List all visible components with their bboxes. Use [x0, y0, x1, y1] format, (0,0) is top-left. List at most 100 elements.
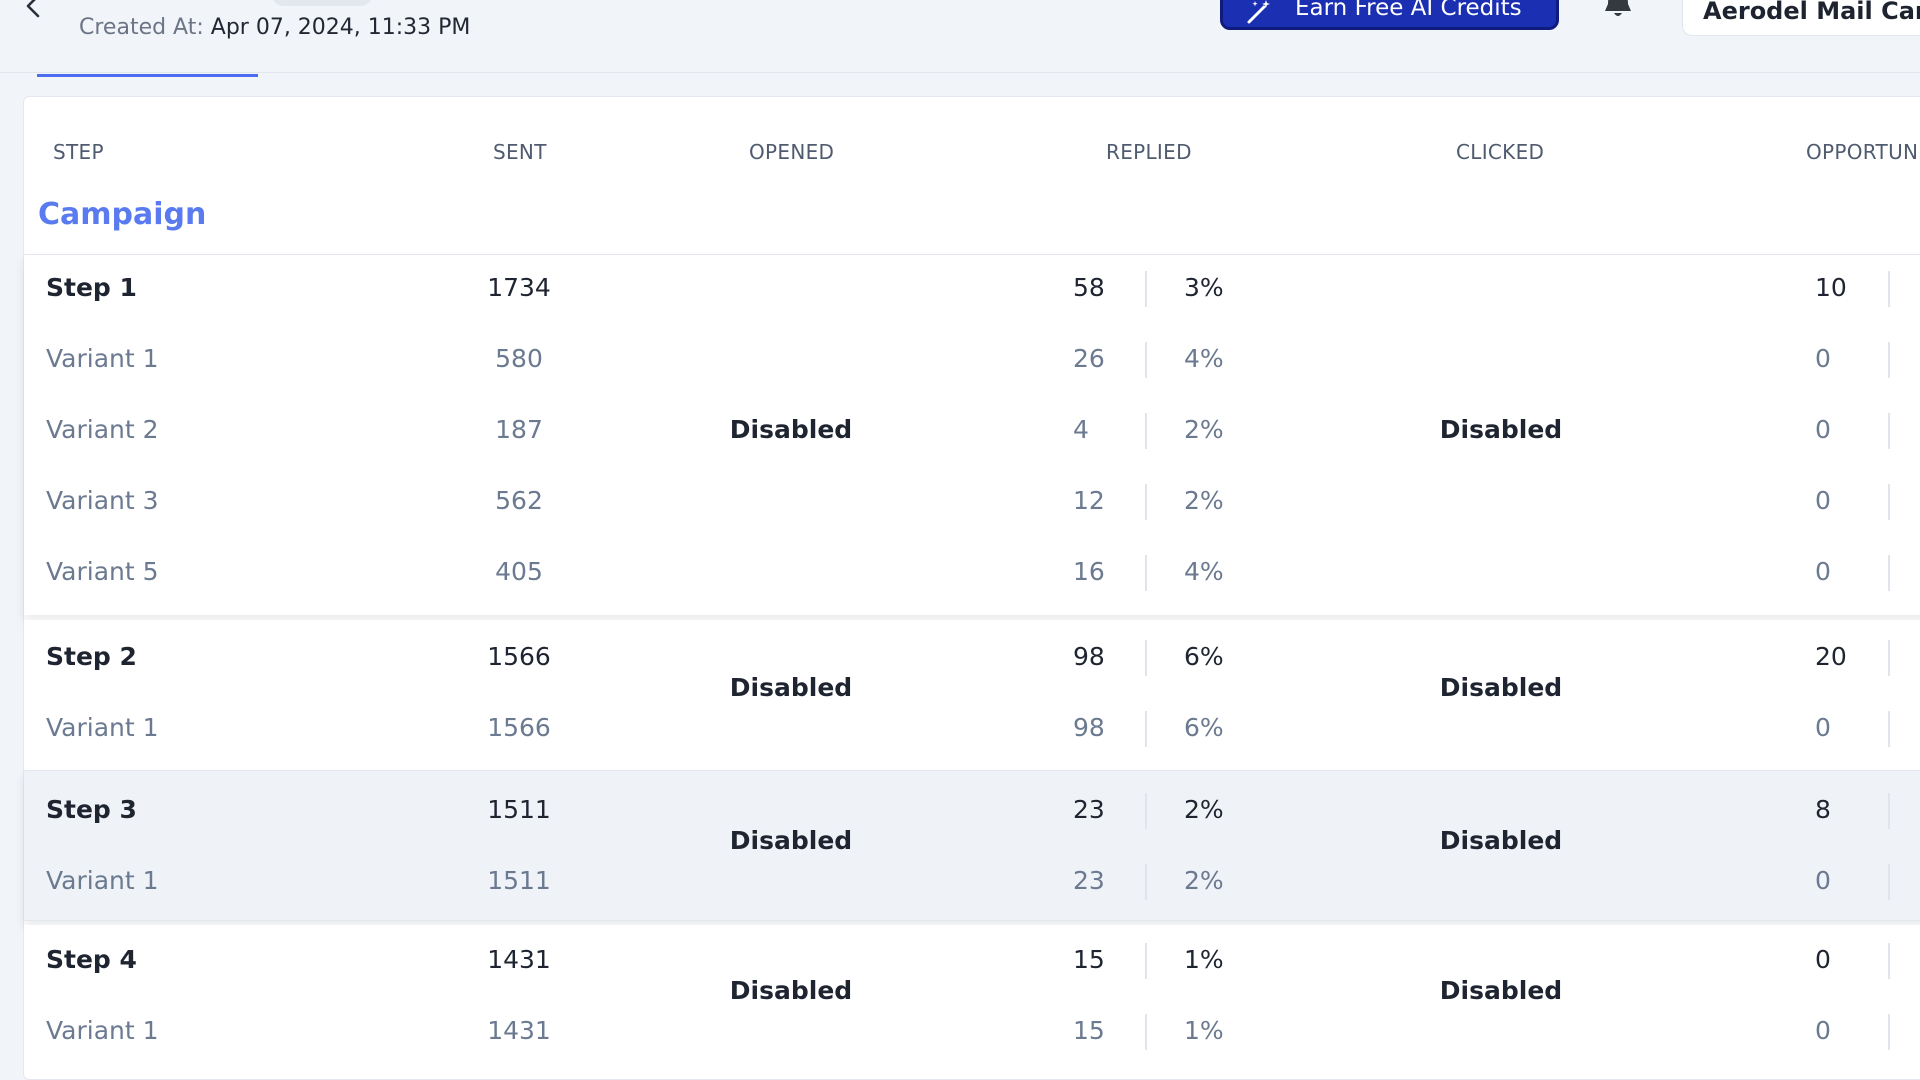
- step-name: Step 1: [46, 273, 137, 302]
- table-row: Step 2 1566 98 6% 20: [24, 638, 1920, 678]
- earn-credits-button[interactable]: Earn Free AI Credits: [1220, 0, 1559, 30]
- table-row: Step 3 1511 23 2% 8: [24, 791, 1920, 831]
- table-row: Variant 5 405 16 4% 0: [24, 553, 1920, 593]
- sent-count: 562: [495, 486, 543, 515]
- opened-disabled: Disabled: [729, 415, 853, 444]
- cell-divider: [1888, 793, 1890, 829]
- replied-percent: 4%: [1184, 557, 1224, 586]
- opportunities-count: 0: [1815, 486, 1831, 515]
- variant-name[interactable]: Variant 1: [46, 1016, 159, 1045]
- opportunities-count: 0: [1815, 713, 1831, 742]
- replied-percent: 2%: [1184, 795, 1224, 824]
- cell-divider: [1145, 1014, 1147, 1050]
- replied-count: 98: [1073, 642, 1105, 671]
- sent-count: 1511: [487, 795, 551, 824]
- replied-count: 58: [1073, 273, 1105, 302]
- opened-disabled: Disabled: [729, 976, 853, 1005]
- clicked-disabled: Disabled: [1439, 826, 1563, 855]
- cell-divider: [1145, 640, 1147, 676]
- clicked-disabled: Disabled: [1439, 415, 1563, 444]
- cell-divider: [1145, 342, 1147, 378]
- cell-divider: [1888, 864, 1890, 900]
- table-row: Variant 1 580 26 4% 0: [24, 340, 1920, 380]
- table-row: Variant 1 1431 15 1% 0: [24, 1012, 1920, 1052]
- replied-count: 4: [1073, 415, 1089, 444]
- magic-wand-icon: [1247, 0, 1270, 24]
- replied-percent: 3%: [1184, 273, 1224, 302]
- opened-disabled: Disabled: [729, 673, 853, 702]
- cell-divider: [1888, 413, 1890, 449]
- cell-divider: [1145, 864, 1147, 900]
- sent-count: 1734: [487, 273, 551, 302]
- chevron-left-icon[interactable]: [20, 0, 48, 18]
- section-title-campaign: Campaign: [38, 197, 207, 232]
- sent-count: 1431: [487, 945, 551, 974]
- opportunities-count: 0: [1815, 866, 1831, 895]
- table-row: Step 1 1734 58 3% 10: [24, 269, 1920, 309]
- replied-count: 23: [1073, 795, 1105, 824]
- variant-name[interactable]: Variant 1: [46, 344, 159, 373]
- cell-divider: [1145, 555, 1147, 591]
- variant-name[interactable]: Variant 2: [46, 415, 159, 444]
- account-selector[interactable]: Aerodel Mail Cam: [1682, 0, 1920, 36]
- active-tab-indicator: [37, 74, 258, 77]
- opportunities-count: 0: [1815, 344, 1831, 373]
- cell-divider: [1888, 555, 1890, 591]
- sent-count: 1566: [487, 642, 551, 671]
- column-header-sent: SENT: [493, 140, 547, 164]
- replied-percent: 1%: [1184, 1016, 1224, 1045]
- sent-count: 187: [495, 415, 543, 444]
- replied-percent: 6%: [1184, 713, 1224, 742]
- clicked-disabled: Disabled: [1439, 673, 1563, 702]
- variant-name[interactable]: Variant 1: [46, 713, 159, 742]
- opportunities-count: 20: [1815, 642, 1847, 671]
- earn-credits-label: Earn Free AI Credits: [1295, 0, 1522, 21]
- step-analytics-table: STEP SENT OPENED REPLIED CLICKED OPPORTU…: [23, 96, 1920, 1080]
- cell-divider: [1888, 640, 1890, 676]
- replied-count: 98: [1073, 713, 1105, 742]
- column-header-step: STEP: [53, 140, 104, 164]
- cell-divider: [1145, 943, 1147, 979]
- table-row: Variant 2 187 4 2% 0: [24, 411, 1920, 451]
- opportunities-count: 10: [1815, 273, 1847, 302]
- replied-count: 23: [1073, 866, 1105, 895]
- step-group-4: Step 4 1431 15 1% 0 Variant 1 1431 15 1%…: [24, 925, 1920, 1075]
- step-group-3: Step 3 1511 23 2% 8 Variant 1 1511 23 2%…: [24, 770, 1920, 921]
- opportunities-count: 0: [1815, 1016, 1831, 1045]
- variant-name[interactable]: Variant 3: [46, 486, 159, 515]
- cell-divider: [1888, 484, 1890, 520]
- clicked-disabled: Disabled: [1439, 976, 1563, 1005]
- account-name: Aerodel Mail Cam: [1703, 0, 1920, 25]
- cell-divider: [1888, 1014, 1890, 1050]
- replied-count: 16: [1073, 557, 1105, 586]
- replied-percent: 2%: [1184, 415, 1224, 444]
- opportunities-count: 8: [1815, 795, 1831, 824]
- opportunities-count: 0: [1815, 415, 1831, 444]
- sent-count: 405: [495, 557, 543, 586]
- step-name: Step 3: [46, 795, 137, 824]
- replied-count: 26: [1073, 344, 1105, 373]
- opened-disabled: Disabled: [729, 826, 853, 855]
- sent-count: 1566: [487, 713, 551, 742]
- cell-divider: [1145, 413, 1147, 449]
- replied-percent: 6%: [1184, 642, 1224, 671]
- sent-count: 1431: [487, 1016, 551, 1045]
- table-row: Step 4 1431 15 1% 0: [24, 941, 1920, 981]
- table-row: Variant 1 1566 98 6% 0: [24, 709, 1920, 749]
- replied-count: 12: [1073, 486, 1105, 515]
- sent-count: 580: [495, 344, 543, 373]
- column-header-opened: OPENED: [749, 140, 835, 164]
- table-row: Variant 3 562 12 2% 0: [24, 482, 1920, 522]
- cell-divider: [1888, 271, 1890, 307]
- cell-divider: [1145, 793, 1147, 829]
- campaign-status-pill: [272, 0, 372, 6]
- replied-count: 15: [1073, 945, 1105, 974]
- step-name: Step 4: [46, 945, 137, 974]
- cell-divider: [1145, 484, 1147, 520]
- bell-icon[interactable]: [1601, 0, 1635, 22]
- variant-name[interactable]: Variant 5: [46, 557, 159, 586]
- top-header: Created At: Apr 07, 2024, 11:33 PM Earn …: [0, 0, 1920, 77]
- variant-name[interactable]: Variant 1: [46, 866, 159, 895]
- opportunities-count: 0: [1815, 945, 1831, 974]
- cell-divider: [1145, 271, 1147, 307]
